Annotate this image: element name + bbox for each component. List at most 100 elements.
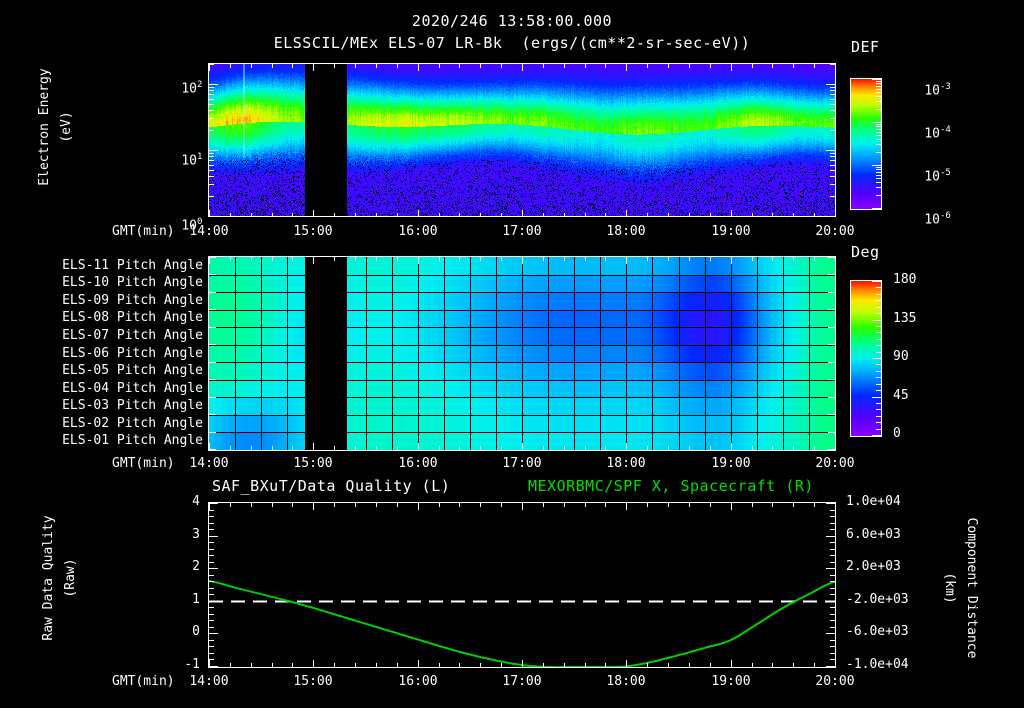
axis-tick — [830, 581, 835, 582]
deg-colorbar-title: Deg — [851, 243, 880, 261]
axis-tick — [209, 633, 218, 634]
axis-tick — [564, 503, 565, 507]
pitch-angle-row-label: ELS-06 Pitch Angle — [62, 346, 203, 361]
def-tick-label-3: 10-6 — [924, 211, 951, 228]
axis-tick — [876, 313, 881, 314]
axis-tick — [543, 446, 544, 450]
axis-tick — [209, 581, 214, 582]
axis-tick — [439, 446, 440, 450]
x-tick-label: 19:00 — [711, 456, 751, 471]
axis-tick — [209, 90, 214, 91]
axis-tick — [209, 503, 218, 504]
axis-tick — [209, 653, 214, 654]
x-tick-label: 14:00 — [189, 224, 229, 239]
axis-tick — [209, 640, 214, 641]
axis-tick — [830, 607, 835, 608]
axis-tick — [830, 614, 835, 615]
axis-tick — [826, 84, 835, 85]
axis-tick — [209, 575, 214, 576]
axis-tick — [209, 549, 214, 550]
axis-tick — [835, 257, 836, 264]
axis-tick — [772, 257, 773, 261]
pitch-angle-canvas — [209, 257, 835, 450]
x-tick-label: 16:00 — [398, 674, 438, 689]
axis-tick — [230, 503, 231, 507]
axis-tick — [543, 257, 544, 261]
axis-tick — [209, 257, 216, 258]
axis-tick — [209, 274, 216, 275]
axis-tick — [876, 132, 881, 133]
axis-tick — [209, 568, 218, 569]
axis-tick — [418, 503, 419, 510]
axis-tick — [334, 446, 335, 450]
axis-tick — [830, 542, 835, 543]
axis-tick — [876, 92, 881, 93]
axis-tick — [830, 620, 835, 621]
axis-tick — [876, 126, 881, 127]
pitch-angle-row-label: ELS-08 Pitch Angle — [62, 310, 203, 325]
axis-tick — [501, 446, 502, 450]
axis-tick — [752, 257, 753, 261]
axis-tick — [334, 503, 335, 507]
bottom-title-right: MEXORBMC/SPF X, Spacecraft (R) — [528, 477, 814, 495]
axis-tick — [585, 503, 586, 507]
axis-tick — [876, 139, 881, 140]
axis-tick — [826, 633, 835, 634]
axis-tick — [376, 213, 377, 217]
x-tick-label: 15:00 — [293, 224, 333, 239]
axis-tick — [876, 129, 881, 130]
axis-tick — [209, 523, 214, 524]
axis-tick — [501, 257, 502, 261]
axis-tick — [626, 210, 627, 217]
axis-tick — [876, 429, 881, 430]
axis-tick — [876, 182, 881, 183]
axis-tick — [752, 64, 753, 68]
axis-tick — [397, 257, 398, 261]
spectrogram-canvas — [209, 64, 835, 216]
axis-tick — [272, 503, 273, 507]
axis-tick — [209, 87, 214, 88]
pitch-angle-row-label: ELS-04 Pitch Angle — [62, 381, 203, 396]
def-tick-label-1: 10-4 — [924, 125, 951, 142]
x-tick-label: 15:00 — [293, 674, 333, 689]
axis-tick — [292, 446, 293, 450]
axis-tick — [209, 660, 210, 667]
axis-tick — [376, 503, 377, 507]
axis-tick — [830, 156, 835, 157]
axis-tick — [480, 663, 481, 667]
axis-tick — [459, 257, 460, 261]
axis-tick — [876, 326, 881, 327]
axis-tick — [876, 422, 881, 423]
axis-tick — [209, 555, 214, 556]
axis-tick — [830, 64, 835, 65]
energy-ytick-0: 100 — [181, 217, 203, 234]
right-y-tick-label: -2.0e+03 — [846, 592, 909, 607]
axis-tick — [731, 257, 732, 264]
axis-tick — [355, 446, 356, 450]
axis-tick — [626, 503, 627, 510]
axis-tick — [826, 568, 835, 569]
axis-tick — [835, 210, 836, 217]
axis-tick — [876, 81, 881, 82]
axis-tick — [209, 362, 216, 363]
x-tick-label: 16:00 — [398, 224, 438, 239]
axis-tick — [605, 503, 606, 507]
axis-tick — [209, 104, 214, 105]
axis-tick — [752, 213, 753, 217]
axis-tick — [830, 562, 835, 563]
axis-tick — [605, 257, 606, 261]
axis-tick — [731, 660, 732, 667]
axis-tick — [418, 257, 419, 264]
axis-tick — [876, 416, 881, 417]
axis-tick — [830, 165, 835, 166]
axis-tick — [814, 503, 815, 507]
axis-tick — [230, 213, 231, 217]
deg-tick-label: 90 — [893, 349, 909, 364]
axis-tick — [209, 414, 216, 415]
axis-tick — [689, 64, 690, 68]
electron-energy-axis-unit: (eV) — [59, 111, 74, 143]
axis-tick — [251, 257, 252, 261]
axis-tick — [209, 156, 214, 157]
axis-tick — [876, 409, 881, 410]
axis-tick — [313, 257, 314, 264]
